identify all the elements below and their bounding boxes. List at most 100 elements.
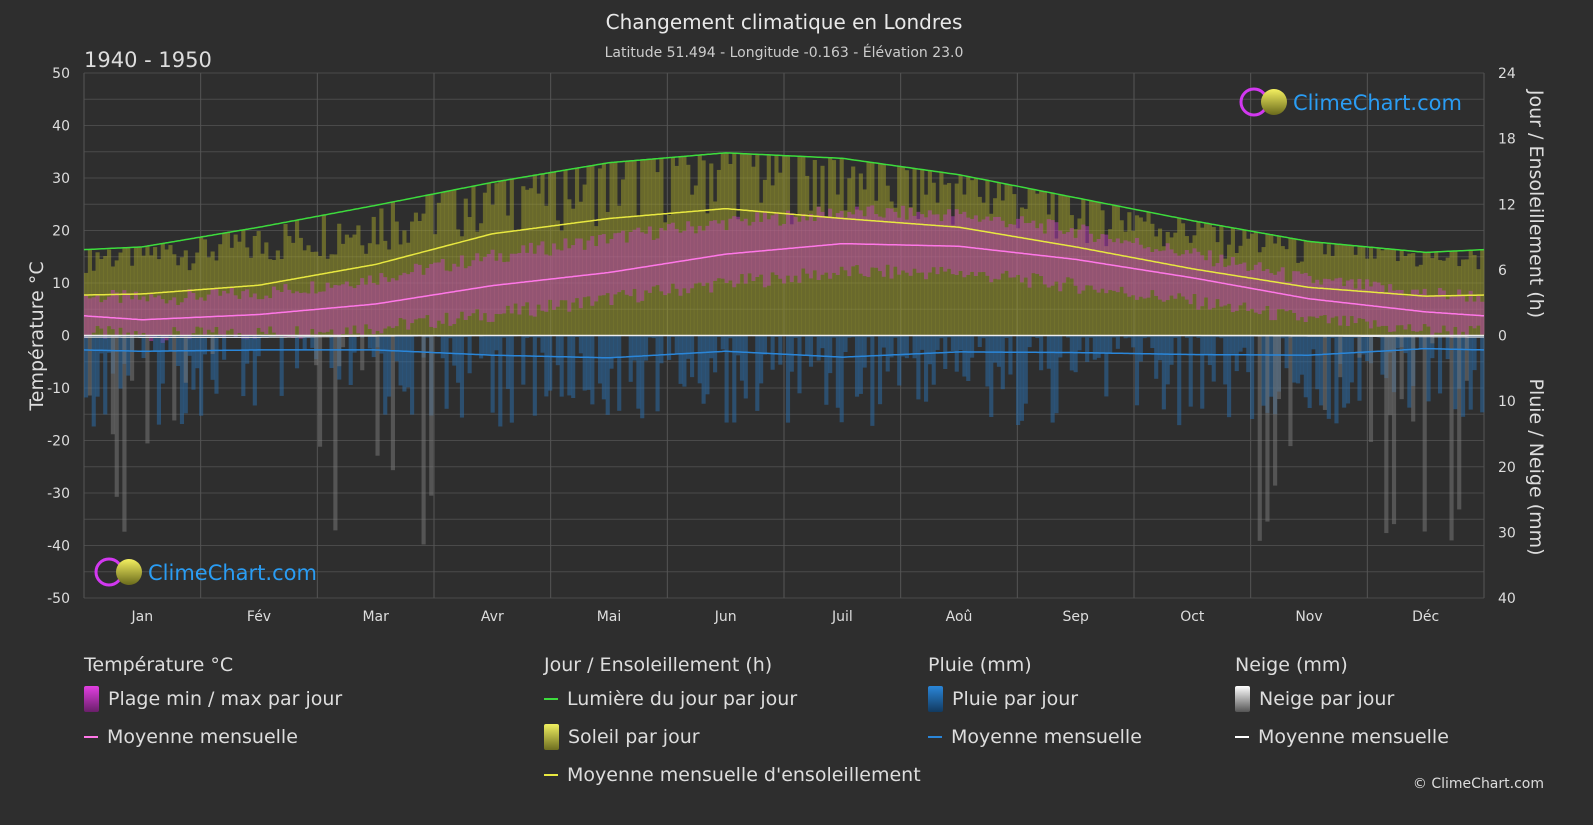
- sunshine-bar: [187, 270, 192, 336]
- rain-bar: [1480, 335, 1485, 413]
- temp-range-bar: [862, 216, 867, 277]
- right-hour-tick-label: 18: [1498, 132, 1516, 148]
- rain-bar: [498, 335, 503, 427]
- sunshine-bar: [237, 241, 242, 336]
- month-tick-label: Mar: [362, 609, 389, 625]
- sunshine-bar: [467, 217, 472, 336]
- rain-bar: [1054, 335, 1059, 414]
- rain-bar: [1104, 335, 1109, 397]
- rain-bar: [1445, 335, 1450, 360]
- logo-top[interactable]: ClimeChart.com: [1239, 87, 1462, 117]
- rain-bar: [1177, 335, 1182, 426]
- temp-range-bar: [766, 219, 771, 286]
- rain-bar: [202, 335, 208, 355]
- rain-bar: [1395, 335, 1400, 349]
- sunshine-bar: [337, 223, 342, 336]
- rain-bar: [1027, 335, 1032, 348]
- sunshine-bar: [1004, 184, 1009, 336]
- range-swatch: [84, 686, 99, 712]
- temp-range-bar: [256, 299, 261, 328]
- rain-bar: [1215, 335, 1220, 338]
- month-tick-label: Jan: [131, 609, 154, 625]
- rain-bar: [406, 335, 411, 388]
- sunshine-bar: [364, 253, 369, 336]
- temp-range-bar: [1012, 224, 1017, 278]
- rain-bar: [1361, 335, 1366, 355]
- sunshine-bar: [831, 160, 837, 336]
- rain-bar: [525, 335, 530, 338]
- sunshine-bar: [1315, 242, 1320, 336]
- temp-range-bar: [755, 212, 760, 278]
- sunshine-bar: [1399, 250, 1404, 336]
- right-mm-tick-label: 10: [1498, 394, 1516, 410]
- sunshine-bar: [812, 160, 817, 336]
- sunshine-bar: [356, 225, 361, 336]
- sunshine-bar: [1376, 247, 1381, 336]
- rain-bar: [199, 335, 204, 416]
- temp-range-bar: [1088, 233, 1094, 286]
- rain-bar: [686, 335, 691, 359]
- rain-bar: [456, 335, 461, 383]
- sunshine-bar: [199, 237, 204, 336]
- temp-range-bar: [1073, 237, 1078, 286]
- sunshine-bar: [644, 159, 649, 336]
- rain-bar: [1073, 335, 1078, 373]
- rain-bar: [697, 335, 702, 384]
- sunshine-bar: [1476, 269, 1481, 336]
- rain-bar: [1100, 335, 1105, 354]
- sunshine-bar: [563, 170, 568, 336]
- rain-bar: [214, 335, 219, 394]
- chart-marks: [83, 152, 1485, 545]
- temp-range-bar: [456, 266, 461, 319]
- line-swatch: [84, 736, 98, 738]
- rain-bar: [797, 335, 802, 394]
- temp-range-bar: [425, 267, 430, 316]
- left-tick-label: 40: [52, 119, 70, 135]
- sunshine-bar: [1453, 250, 1458, 336]
- temp-range-bar: [674, 228, 679, 289]
- sunshine-bar: [1138, 217, 1143, 336]
- sunshine-bar: [1157, 228, 1163, 336]
- sunshine-bar: [574, 168, 580, 336]
- temp-range-bar: [548, 255, 553, 300]
- sunshine-bar: [724, 152, 729, 336]
- temp-range-bar: [1403, 296, 1408, 330]
- month-tick-label: Fév: [247, 609, 271, 625]
- right-hour-tick-label: 24: [1498, 66, 1516, 82]
- temp-range-bar: [471, 260, 476, 314]
- temp-range-bar: [1223, 266, 1228, 306]
- snow-bar: [145, 335, 150, 444]
- rain-bar: [713, 335, 718, 373]
- logo-bottom[interactable]: ClimeChart.com: [94, 557, 317, 587]
- sunshine-bar: [655, 172, 660, 336]
- temp-range-bar: [1188, 253, 1193, 305]
- temp-range-bar: [647, 226, 652, 293]
- rain-bar: [160, 335, 165, 384]
- temp-range-bar: [970, 218, 975, 272]
- sunshine-bar: [939, 172, 944, 336]
- temp-range-bar: [387, 281, 392, 327]
- temp-range-bar: [831, 218, 837, 273]
- sunshine-bar: [321, 215, 326, 336]
- temp-range-bar: [486, 253, 491, 323]
- sunshine-bar: [402, 230, 407, 336]
- rain-bar: [1380, 335, 1385, 375]
- sunshine-bar: [743, 153, 748, 336]
- rain-bar: [866, 335, 871, 338]
- snow-bar: [1273, 335, 1278, 486]
- sunshine-bar: [360, 245, 365, 336]
- sunshine-bar: [490, 204, 495, 336]
- rain-bar: [1430, 335, 1435, 359]
- rain-bar: [962, 335, 967, 377]
- temp-range-bar: [950, 216, 955, 275]
- rain-mean-line: [83, 347, 1484, 359]
- rain-bar: [84, 335, 89, 398]
- rain-bar: [667, 335, 672, 360]
- temp-range-bar: [1399, 290, 1404, 326]
- sunshine-bar: [1223, 258, 1228, 336]
- legend-item: Moyenne mensuelle: [1235, 718, 1449, 756]
- sunshine-bar: [210, 251, 215, 336]
- sunshine-bar: [1326, 244, 1331, 336]
- sunshine-bar: [1077, 218, 1082, 336]
- sunshine-bar: [1445, 257, 1450, 336]
